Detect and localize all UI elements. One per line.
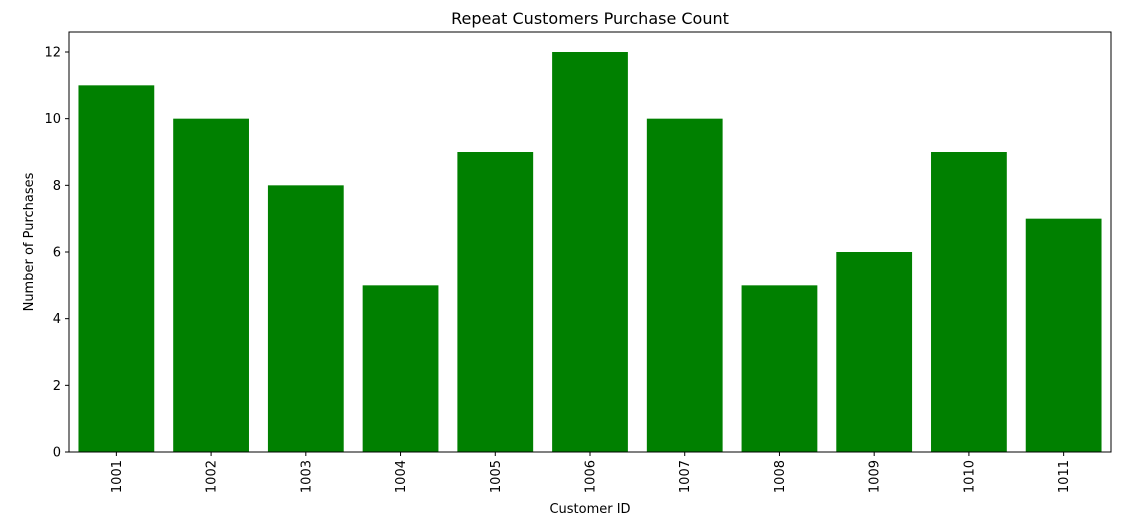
bar-1009 — [836, 252, 913, 452]
y-tick-label: 0 — [53, 446, 61, 461]
bar-1007 — [646, 118, 723, 453]
x-tick-label: 1009 — [868, 460, 883, 493]
x-axis-ticks: 1001 1002 1003 1004 1005 1006 1007 1008 1009 1010… — [110, 452, 1072, 493]
bar-1001 — [78, 85, 155, 452]
bars-layer — [78, 52, 1102, 453]
bar-1004 — [362, 285, 439, 452]
bar-1003 — [267, 185, 344, 453]
x-tick-label: 1003 — [299, 460, 314, 493]
x-tick-label: 1008 — [773, 460, 788, 493]
y-tick-label: 10 — [44, 112, 61, 127]
x-tick-label: 1002 — [205, 460, 220, 493]
plot-frame — [68, 31, 1112, 453]
x-tick-label: 1011 — [1057, 460, 1072, 493]
bar-1011 — [1025, 218, 1102, 452]
bar-1002 — [173, 118, 249, 453]
x-tick-label: 1007 — [678, 460, 693, 493]
bar-1005 — [457, 152, 534, 452]
bar-1010 — [931, 152, 1007, 452]
bar-1006 — [552, 52, 628, 452]
x-tick-label: 1006 — [584, 460, 599, 493]
chart-title: Repeat Customers Purchase Count — [451, 9, 729, 28]
y-tick-label: 6 — [53, 246, 61, 261]
x-tick-label: 1004 — [394, 460, 409, 493]
y-tick-label: 4 — [53, 312, 61, 327]
x-tick-label: 1010 — [962, 460, 977, 493]
y-tick-label: 8 — [53, 179, 61, 194]
y-axis-label: Number of Purchases — [22, 172, 37, 311]
y-tick-label: 12 — [44, 46, 61, 61]
x-axis-label: Customer ID — [549, 502, 630, 517]
bar-1008 — [741, 285, 818, 452]
y-axis-ticks: 0 2 4 6 8 10 12 — [44, 46, 69, 461]
y-tick-label: 2 — [53, 379, 61, 394]
x-tick-label: 1005 — [489, 460, 504, 493]
x-tick-label: 1001 — [110, 460, 125, 493]
